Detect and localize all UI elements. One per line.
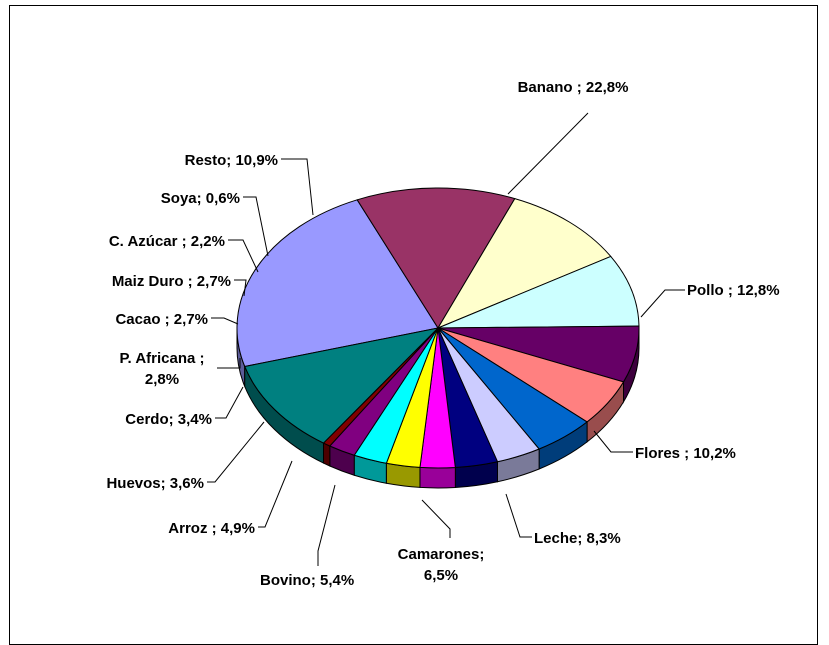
pie-sides	[236, 327, 640, 489]
leader-resto	[281, 158, 314, 216]
chart-frame: Banano ; 22,8% Pollo ; 12,8% Flores ; 10,2…	[9, 5, 818, 645]
leader-flores	[593, 430, 633, 453]
data-label-p-africana: P. Africana ; 2,8%	[119, 350, 204, 388]
leader-p-africana	[217, 358, 241, 369]
data-label-huevos: Huevos; 3,6%	[106, 475, 204, 492]
slice-leche	[437, 255, 640, 329]
slice-side-p-africana	[419, 466, 456, 489]
data-label-cacao: Cacao ; 2,7%	[115, 311, 208, 328]
data-label-maiz-duro: Maiz Duro ; 2,7%	[112, 273, 231, 290]
leader-lines	[207, 112, 685, 566]
data-label-bovino: Bovino; 5,4%	[260, 572, 354, 589]
slice-resto	[244, 327, 440, 444]
data-label-arroz: Arroz ; 4,9%	[168, 520, 255, 537]
leader-pollo	[640, 289, 685, 318]
pie-tops	[236, 187, 640, 469]
data-label-soya: Soya; 0,6%	[161, 190, 240, 207]
leader-banano	[507, 112, 589, 195]
slice-flores	[436, 198, 612, 330]
leader-huevos	[207, 421, 265, 483]
leader-cerdo	[215, 386, 244, 419]
leader-c-azucar	[228, 239, 259, 273]
leader-soya	[243, 196, 269, 257]
leader-leche	[505, 493, 532, 538]
data-label-c-azucar: C. Azúcar ; 2,2%	[109, 233, 225, 250]
data-labels: Banano ; 22,8% Pollo ; 12,8% Flores ; 10,2…	[106, 79, 779, 589]
slice-pollo	[356, 187, 516, 329]
data-label-pollo: Pollo ; 12,8%	[687, 282, 780, 299]
leader-camarones	[421, 499, 451, 538]
leader-bovino	[317, 484, 336, 566]
data-label-cerdo: Cerdo; 3,4%	[125, 411, 212, 428]
data-label-resto: Resto; 10,9%	[185, 152, 278, 169]
leader-maiz-duro	[234, 279, 247, 297]
data-label-flores: Flores ; 10,2%	[635, 445, 736, 462]
data-label-camarones: Camarones; 6,5%	[398, 546, 485, 584]
leader-arroz	[258, 460, 293, 528]
leader-cacao	[211, 317, 239, 325]
data-label-banano: Banano ; 22,8%	[518, 79, 629, 96]
slice-side-soya	[322, 442, 331, 467]
data-label-leche: Leche; 8,3%	[534, 530, 621, 547]
pie-chart: Banano ; 22,8% Pollo ; 12,8% Flores ; 10,2…	[106, 79, 779, 589]
